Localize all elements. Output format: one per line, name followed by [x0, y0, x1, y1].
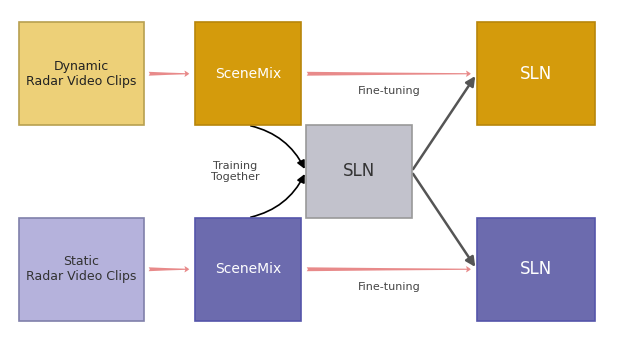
Text: SceneMix: SceneMix	[215, 67, 281, 81]
FancyBboxPatch shape	[195, 218, 301, 321]
Text: Static
Radar Video Clips: Static Radar Video Clips	[26, 255, 137, 283]
Text: Fine-tuning: Fine-tuning	[358, 86, 420, 96]
Text: SLN: SLN	[520, 260, 552, 278]
Text: Training
Together: Training Together	[211, 161, 260, 182]
Text: Dynamic
Radar Video Clips: Dynamic Radar Video Clips	[26, 60, 137, 88]
Text: SLN: SLN	[520, 65, 552, 83]
FancyBboxPatch shape	[306, 125, 412, 218]
FancyBboxPatch shape	[477, 22, 595, 125]
FancyBboxPatch shape	[195, 22, 301, 125]
FancyBboxPatch shape	[19, 218, 144, 321]
Text: Fine-tuning: Fine-tuning	[358, 282, 420, 292]
Text: SLN: SLN	[342, 163, 375, 180]
FancyBboxPatch shape	[477, 218, 595, 321]
FancyBboxPatch shape	[19, 22, 144, 125]
Text: SceneMix: SceneMix	[215, 262, 281, 276]
